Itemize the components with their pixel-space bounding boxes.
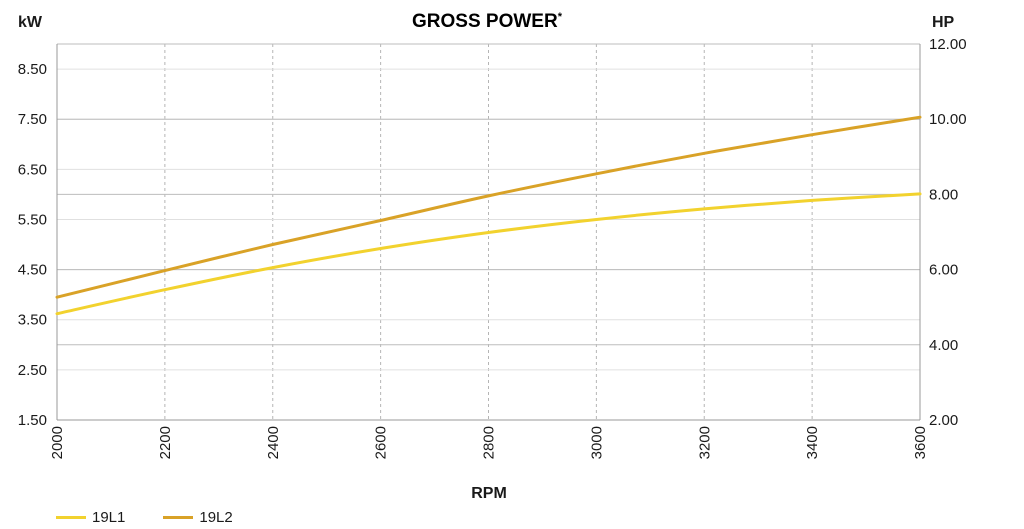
right-tick-label: 4.00 (929, 337, 958, 354)
x-tick-label: 2600 (373, 426, 390, 459)
legend-label-19l2: 19L2 (199, 509, 233, 526)
legend-label-19l1: 19L1 (92, 509, 126, 526)
legend-swatch-19l1 (56, 516, 86, 519)
series-layer (55, 115, 922, 316)
x-tick-label: 2800 (481, 426, 498, 459)
legend: 19L1 19L2 (56, 509, 233, 526)
chart-title: GROSS POWER* (412, 11, 563, 32)
legend-swatch-19l2 (163, 516, 194, 519)
x-axis-label: RPM (471, 485, 507, 502)
x-tick-label: 3600 (912, 426, 929, 459)
left-tick-label: 3.50 (18, 312, 47, 329)
x-tick-label: 2400 (265, 426, 282, 459)
x-tick-label: 2200 (157, 426, 174, 459)
left-tick-label: 8.50 (18, 61, 47, 78)
right-axis-unit: HP (932, 14, 955, 31)
left-axis-unit: kW (18, 14, 43, 31)
x-tick-label: 2000 (49, 426, 66, 459)
right-tick-label: 2.00 (929, 412, 958, 429)
left-tick-label: 7.50 (18, 111, 47, 128)
left-tick-label: 5.50 (18, 211, 47, 228)
x-tick-label: 3000 (588, 426, 605, 459)
right-tick-label: 10.00 (929, 111, 967, 128)
axis-layer: 2000 2200 2400 2600 2800 3000 3200 3400 3600 1.50… (18, 36, 967, 459)
x-tick-label: 3400 (804, 426, 821, 459)
right-tick-label: 6.00 (929, 262, 958, 279)
left-tick-label: 2.50 (18, 362, 47, 379)
left-tick-label: 6.50 (18, 161, 47, 178)
right-tick-label: 8.00 (929, 186, 958, 203)
right-tick-label: 12.00 (929, 36, 967, 53)
title-footnote-mark: * (558, 11, 563, 23)
legend-item-19l1: 19L1 (56, 509, 125, 526)
series-line-19l1 (55, 192, 922, 316)
left-tick-label: 4.50 (18, 262, 47, 279)
left-tick-label: 1.50 (18, 412, 47, 429)
legend-item-19l2: 19L2 (163, 509, 233, 526)
x-tick-label: 3200 (696, 426, 713, 459)
series-line-19l2 (55, 115, 922, 299)
